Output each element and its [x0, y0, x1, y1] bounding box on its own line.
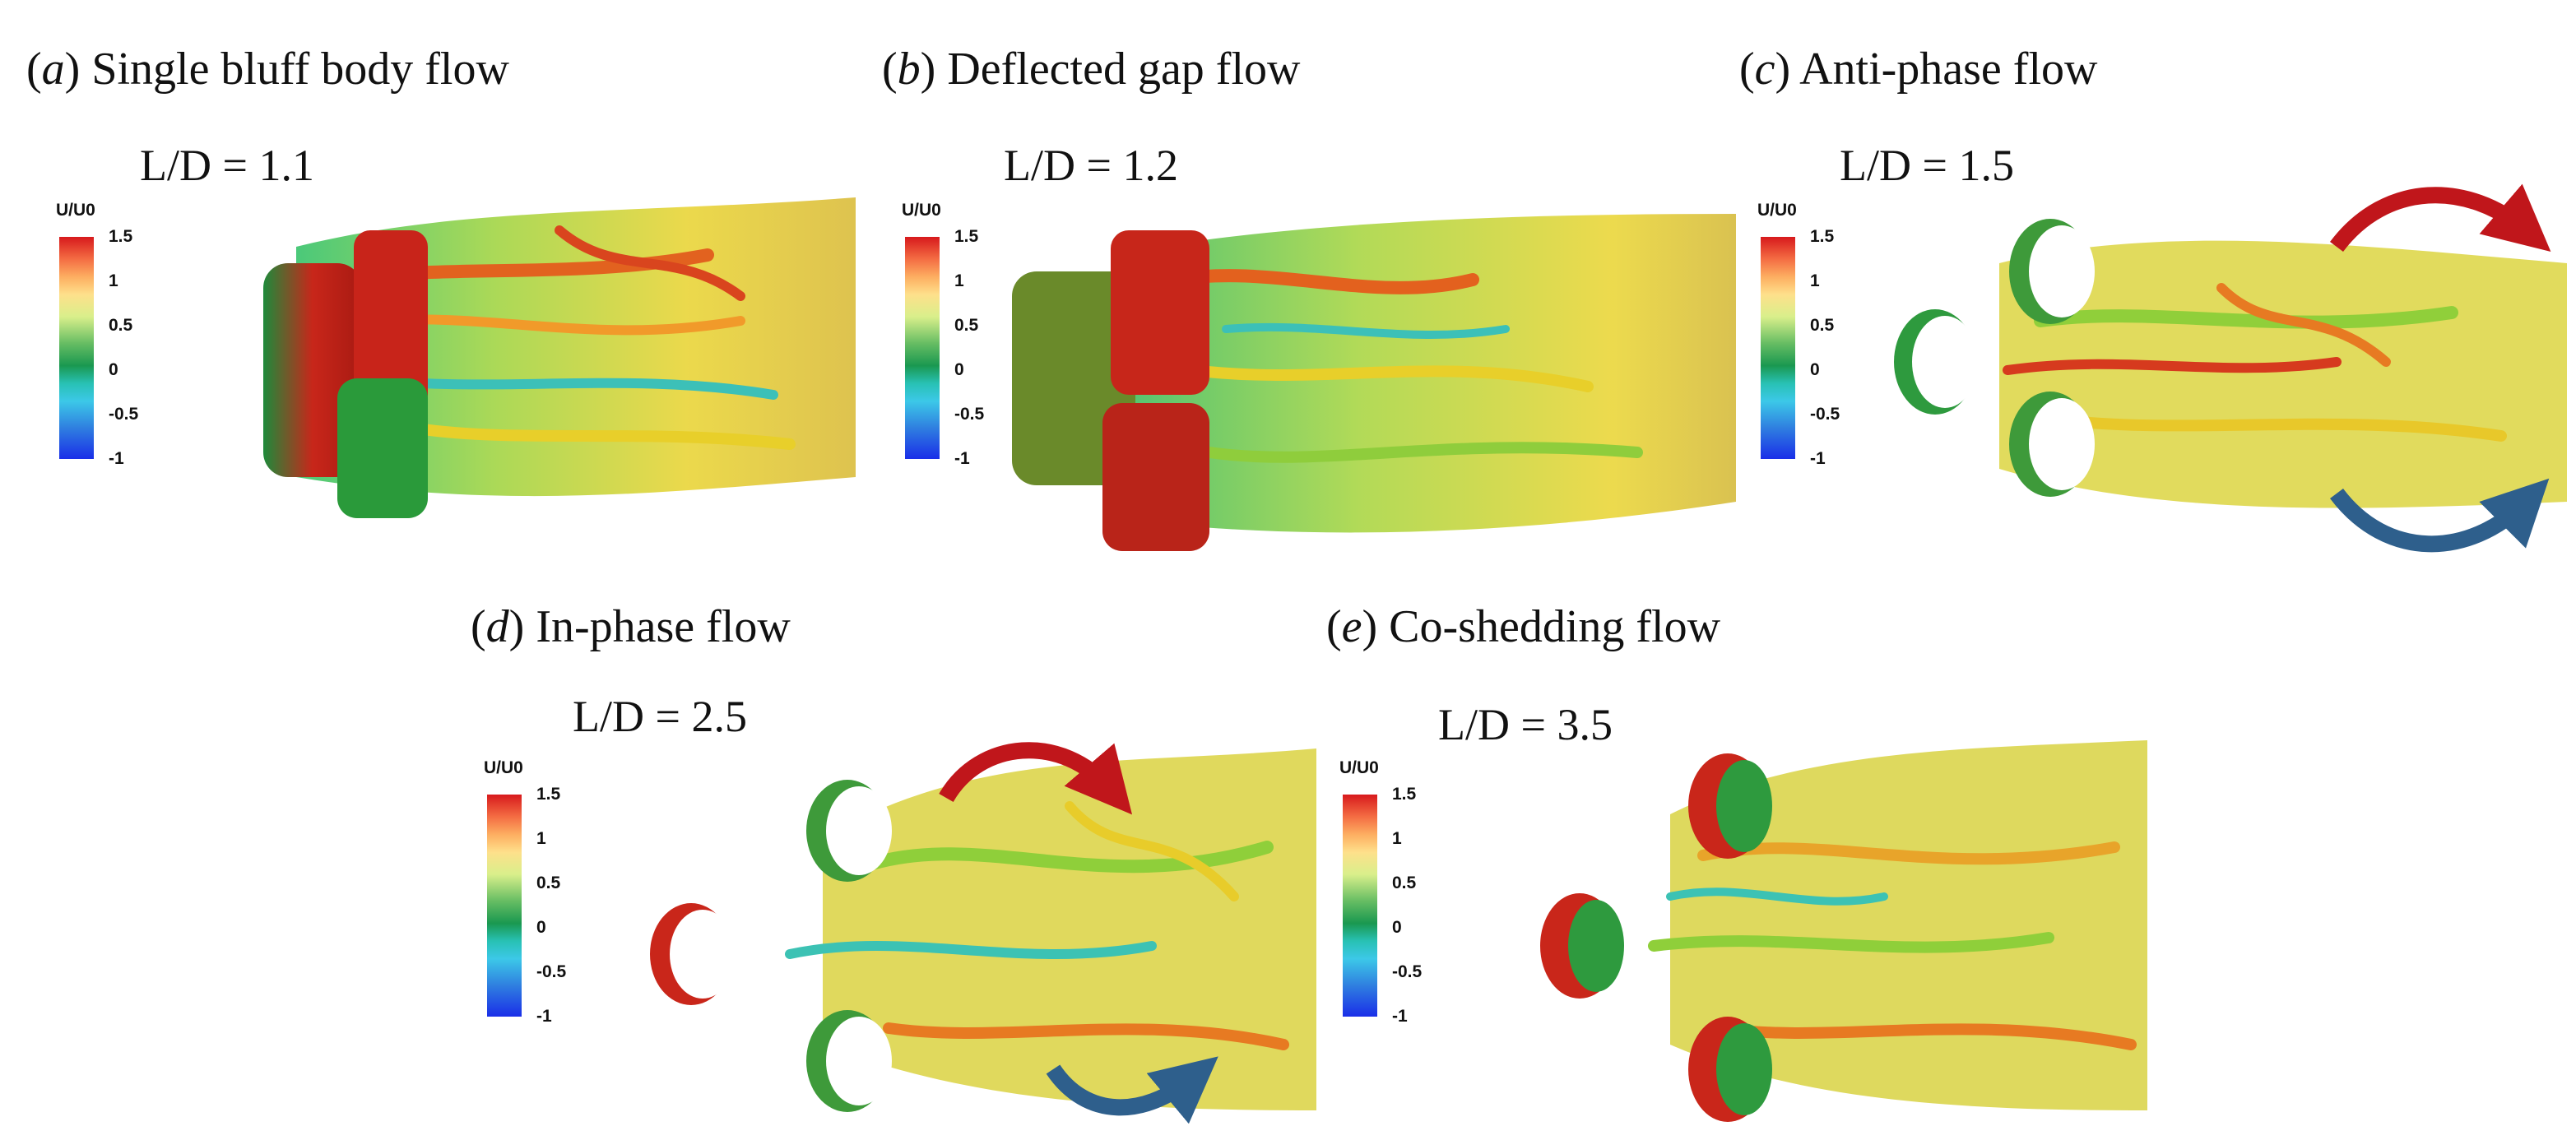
- panel-letter: b: [897, 44, 921, 95]
- colorbar-gradient: [59, 237, 94, 459]
- colorbar-title: U/U0: [56, 201, 95, 220]
- panel-title-text: Anti-phase flow: [1799, 44, 2098, 95]
- colorbar-tick: 0: [536, 918, 546, 937]
- colorbar-gradient: [1343, 795, 1377, 1017]
- colorbar-tick: 0.5: [1392, 874, 1417, 892]
- panel-title: (e) Co-shedding flow: [1326, 601, 1721, 652]
- colorbar-tick: -0.5: [1810, 405, 1840, 424]
- colorbar: U/U0 1.5 1 0.5 0 -0.5 -1: [484, 758, 566, 1026]
- colorbar-tick: -1: [536, 1007, 552, 1026]
- colorbar-tick: -1: [109, 449, 124, 468]
- colorbar-tick: -0.5: [954, 405, 985, 424]
- panel-e: (e) Co-shedding flow L/D = 3.5 U/U0 1.5 …: [1300, 559, 2172, 1140]
- panel-title-text: Co-shedding flow: [1389, 601, 1721, 652]
- colorbar-tick: 0.5: [536, 874, 561, 892]
- panel-title-text: In-phase flow: [536, 601, 791, 652]
- panel-d: (d) In-phase flow L/D = 2.5 U/U0 1.5 1 0…: [444, 559, 1316, 1140]
- colorbar-tick: 0.5: [954, 316, 979, 335]
- panel-c: (c) Anti-phase flow L/D = 1.5 U/U0 1.5 1…: [1711, 0, 2576, 568]
- colorbar-tick: 1.5: [1392, 785, 1417, 804]
- panel-letter: a: [41, 44, 65, 95]
- panel-letter: d: [485, 601, 509, 652]
- colorbar-tick: 0.5: [109, 316, 133, 335]
- colorbar-gradient: [905, 237, 940, 459]
- colorbar-tick: 0.5: [1810, 316, 1835, 335]
- colorbar: U/U0 1.5 1 0.5 0 -0.5 -1: [902, 201, 984, 468]
- colorbar-tick: -0.5: [536, 962, 567, 981]
- vortex-visualization: [1012, 214, 1736, 551]
- colorbar-tick: -0.5: [109, 405, 139, 424]
- ld-label: L/D = 3.5: [1438, 700, 1613, 749]
- colorbar-title: U/U0: [1339, 758, 1379, 777]
- colorbar-title: U/U0: [902, 201, 941, 220]
- vortex-visualization: [1894, 183, 2567, 553]
- colorbar: U/U0 1.5 1 0.5 0 -0.5 -1: [1339, 758, 1422, 1026]
- panel-title-text: Deflected gap flow: [947, 44, 1301, 95]
- colorbar: U/U0 1.5 1 0.5 0 -0.5 -1: [56, 201, 138, 468]
- colorbar-tick: -1: [954, 449, 970, 468]
- colorbar-tick: 1: [536, 829, 546, 848]
- colorbar-gradient: [487, 795, 522, 1017]
- panel-title: (d) In-phase flow: [471, 601, 791, 652]
- colorbar-tick: 1.5: [1810, 227, 1835, 246]
- colorbar: U/U0 1.5 1 0.5 0 -0.5 -1: [1757, 201, 1840, 468]
- blue-arrow: [2330, 478, 2550, 553]
- colorbar-tick: 0: [954, 360, 964, 379]
- ld-label: L/D = 1.5: [1840, 141, 2014, 190]
- panel-title: (c) Anti-phase flow: [1739, 44, 2098, 95]
- vortex-visualization: [263, 197, 856, 518]
- colorbar-tick: 0: [1392, 918, 1402, 937]
- colorbar-tick: -0.5: [1392, 962, 1423, 981]
- colorbar-title: U/U0: [484, 758, 523, 777]
- colorbar-tick: -1: [1810, 449, 1826, 468]
- colorbar-tick: 0: [109, 360, 118, 379]
- colorbar-tick: 1.5: [536, 785, 561, 804]
- colorbar-gradient: [1761, 237, 1795, 459]
- ld-label: L/D = 2.5: [573, 692, 747, 741]
- colorbar-tick: 1: [1392, 829, 1402, 848]
- panel-title: (a) Single bluff body flow: [26, 44, 509, 95]
- panel-letter: e: [1341, 601, 1362, 652]
- ld-label: L/D = 1.2: [1004, 141, 1178, 190]
- panel-b: (b) Deflected gap flow L/D = 1.2 U/U0 1.…: [856, 0, 1736, 559]
- colorbar-tick: 1.5: [954, 227, 979, 246]
- vortex-visualization: [1540, 740, 2147, 1122]
- colorbar-tick: 1.5: [109, 227, 133, 246]
- blue-arrow: [1046, 1056, 1218, 1124]
- ld-label: L/D = 1.1: [140, 141, 314, 190]
- colorbar-tick: -1: [1392, 1007, 1408, 1026]
- panel-letter: c: [1754, 44, 1775, 95]
- panel-title: (b) Deflected gap flow: [882, 44, 1301, 95]
- panel-title-text: Single bluff body flow: [91, 44, 509, 95]
- red-arrow: [939, 742, 1133, 815]
- vortex-visualization: [650, 742, 1316, 1124]
- colorbar-tick: 1: [109, 271, 118, 290]
- panel-a: (a) Single bluff body flow L/D = 1.1 U/U…: [0, 0, 872, 559]
- colorbar-tick: 0: [1810, 360, 1820, 379]
- colorbar-title: U/U0: [1757, 201, 1797, 220]
- colorbar-tick: 1: [954, 271, 964, 290]
- colorbar-tick: 1: [1810, 271, 1820, 290]
- red-arrow: [2330, 183, 2551, 253]
